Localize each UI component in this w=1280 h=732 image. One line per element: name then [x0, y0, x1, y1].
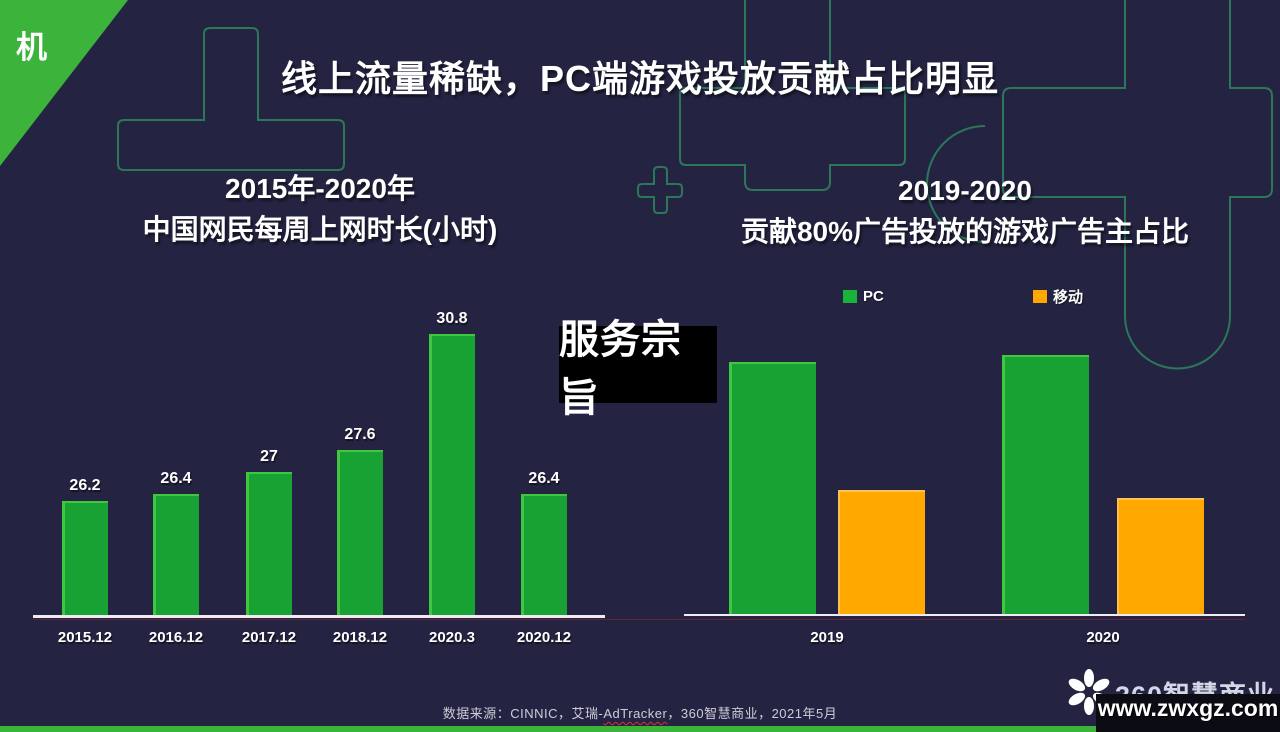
right-chart-xlabels: 2019 2020: [686, 629, 1243, 653]
brand-360-logo-icon: [1068, 669, 1110, 715]
right-chart-title-line1: 2019-2020: [898, 175, 1032, 206]
bar-value-label: 26.4: [160, 470, 192, 487]
x-axis-label: 2017.12: [241, 629, 297, 646]
bar-value-label: 30.8: [436, 310, 468, 327]
pc-legend-label: PC: [863, 287, 884, 305]
watermark-band: www.zwxgz.com: [1096, 694, 1280, 732]
right-chart-axis: [684, 614, 1245, 616]
page-title: 线上流量稀缺，PC端游戏投放贡献占比明显: [280, 58, 999, 99]
data-source-line: 数据来源：CINNIC，艾瑞-AdTracker，360智慧商业，2021年5月: [0, 703, 1280, 722]
pc-legend-swatch: [843, 289, 857, 303]
legend-item-mobile: 移动: [1033, 287, 1084, 306]
bar-value-label: 27.6: [344, 426, 376, 443]
bar-value-label: 26.4: [528, 470, 560, 487]
x-axis-label: 2020: [1086, 629, 1120, 646]
overlay-text: 服务宗旨: [559, 317, 682, 420]
source-prefix: 数据来源：CINNIC，艾瑞-: [442, 706, 604, 721]
source-suffix: ，360智慧商业，2021年5月: [667, 706, 838, 721]
x-axis-label: 2015.12: [57, 629, 113, 646]
mobile-legend-swatch: [1033, 289, 1047, 303]
pc-share-bar: [729, 362, 816, 615]
weekly-hours-bar: [429, 334, 475, 617]
left-chart-xlabels: 2015.12 2016.12 2017.12 2018.12 2020.3 2020.1…: [35, 629, 600, 653]
bar-value-label: 27: [260, 448, 278, 465]
axis-red-line: [33, 619, 1245, 620]
bar-value-label: 26.2: [69, 477, 101, 494]
left-chart-title-line1: 2015年-2020年: [225, 173, 415, 204]
plus-shape-left: [117, 27, 345, 171]
right-chart-title: 2019-2020 贡献80%广告投放的游戏广告主占比: [665, 170, 1265, 252]
left-chart-title-line2: 中国网民每周上网时长(小时): [142, 214, 498, 245]
left-chart-plot: 26.2 26.4 27 27.6 30.8 26.4: [35, 310, 600, 617]
x-axis-label: 2020.3: [429, 629, 475, 646]
x-axis-label: 2019: [810, 629, 844, 646]
bottom-green-strip: [0, 726, 1280, 732]
watermark-text: www.zwxgz.com: [1097, 695, 1279, 721]
plus-shape-top-center: [679, 0, 906, 191]
circle-arc: [926, 125, 986, 243]
mobile-share-bar: [838, 490, 925, 615]
corner-label: 机: [16, 30, 47, 65]
x-axis-label: 2020.12: [516, 629, 572, 646]
x-axis-label: 2018.12: [332, 629, 388, 646]
left-chart-axis: [33, 615, 605, 618]
plus-shape-small: [637, 166, 683, 214]
x-axis-label: 2016.12: [148, 629, 204, 646]
weekly-hours-bar: [337, 450, 383, 617]
weekly-hours-bar: [62, 501, 108, 617]
overlay-box: 服务宗旨: [559, 318, 717, 420]
weekly-hours-bar: [246, 472, 292, 617]
left-chart-title: 2015年-2020年 中国网民每周上网时长(小时): [40, 168, 600, 250]
right-chart-plot: [686, 332, 1243, 615]
mobile-share-bar: [1117, 498, 1204, 615]
mobile-legend-label: 移动: [1053, 288, 1084, 306]
legend-item-pc: PC: [843, 287, 884, 305]
weekly-hours-bar: [521, 494, 567, 617]
weekly-hours-bar: [153, 494, 199, 617]
right-chart-title-line2: 贡献80%广告投放的游戏广告主占比: [740, 216, 1190, 247]
pc-share-bar: [1002, 355, 1089, 615]
source-adtracker: AdTracker: [603, 706, 668, 721]
plus-shape-right: [1002, 0, 1273, 370]
